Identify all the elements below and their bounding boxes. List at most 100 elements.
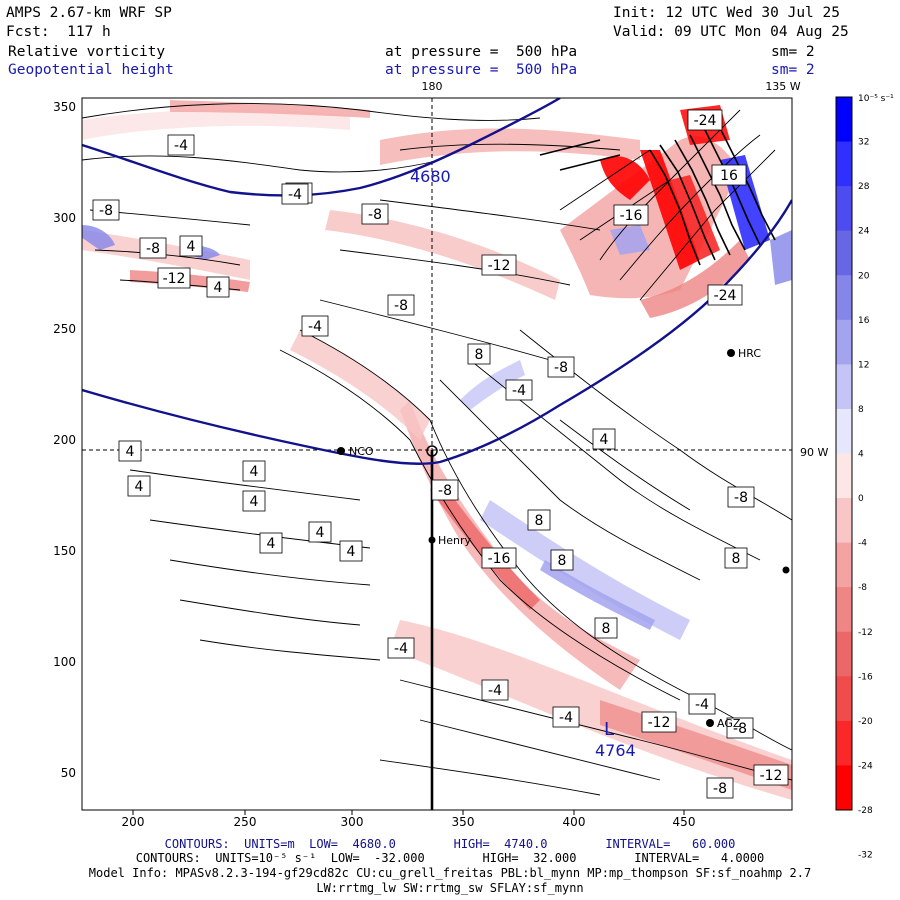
- pos-vorticity-band-core: [540, 560, 655, 630]
- field1-level: at pressure = 500 hPa: [385, 44, 578, 60]
- vort-label: -24: [707, 284, 743, 306]
- svg-text:4: 4: [347, 544, 356, 560]
- vort-label: 4: [259, 532, 283, 554]
- colorbar: [835, 96, 853, 811]
- svg-text:-8: -8: [713, 781, 727, 797]
- colorbar-swatch: [836, 631, 852, 677]
- svg-text:-8: -8: [368, 207, 382, 223]
- svg-text:8: 8: [602, 621, 611, 637]
- vort-label: 4: [308, 521, 332, 543]
- colorbar-tick-label: 0: [858, 494, 864, 504]
- colorbar-tick-label: 16: [858, 316, 870, 326]
- neg-vorticity-north-streaks: [380, 128, 640, 165]
- footer-physics-info: LW:rrtmg_lw SW:rrtmg_sw SFLAY:sf_mynn: [316, 881, 584, 895]
- vort-label: -4: [281, 183, 309, 205]
- y-tick-label: 200: [53, 433, 76, 447]
- footer-height-contours: CONTOURS: UNITS=m LOW= 4680.0 HIGH= 4740…: [164, 837, 736, 851]
- colorbar-swatch: [836, 97, 852, 143]
- vort-label: 4: [242, 490, 266, 512]
- height-label-4680: 4680: [410, 167, 451, 186]
- station-henry: Henry: [428, 534, 472, 547]
- svg-text:16: 16: [720, 168, 738, 184]
- y-tick-label: 50: [61, 766, 76, 780]
- y-tick-label: 300: [53, 211, 76, 225]
- frontal-contours: [539, 127, 776, 266]
- vort-label: 4: [592, 428, 616, 450]
- vort-label: -24: [687, 109, 723, 131]
- colorbar-tick-label: 32: [858, 138, 869, 148]
- svg-text:-12: -12: [488, 258, 511, 274]
- lon-label-180: 180: [422, 80, 443, 93]
- field1-smoothing: sm= 2: [771, 44, 815, 60]
- colorbar-swatch: [836, 765, 852, 811]
- colorbar-tick-label: 20: [858, 271, 870, 281]
- svg-text:8: 8: [558, 553, 567, 569]
- svg-text:4: 4: [250, 494, 259, 510]
- colorbar-tick-label: -4: [858, 539, 867, 549]
- y-axis: 350 300 250 200 150 100 50: [53, 100, 76, 780]
- field2-name: Geopotential height: [8, 62, 174, 78]
- svg-text:-4: -4: [512, 383, 526, 399]
- svg-text:-24: -24: [694, 113, 717, 129]
- svg-text:4: 4: [600, 432, 609, 448]
- svg-text:-4: -4: [308, 319, 322, 335]
- svg-text:NCO: NCO: [349, 445, 374, 458]
- colorbar-tick-label: -28: [858, 806, 873, 816]
- pos-vorticity-ne3: [610, 225, 650, 255]
- height-label-4764: 4764: [595, 741, 636, 760]
- colorbar-tick-label: 24: [858, 227, 870, 237]
- x-tick-label: 250: [234, 815, 257, 829]
- east-edge-marker: [782, 566, 790, 574]
- ne-frontal-zone-core2: [670, 175, 720, 260]
- footer-model-info: Model Info: MPASv8.2.3-194-gf29cd82c CU:…: [88, 866, 812, 880]
- svg-text:-4: -4: [559, 710, 573, 726]
- colorbar-swatch: [836, 498, 852, 544]
- colorbar-tick-label: 4: [858, 450, 864, 460]
- vort-label: 8: [550, 549, 574, 571]
- svg-text:HRC: HRC: [738, 347, 761, 360]
- ne-frontal-zone-core: [640, 150, 700, 270]
- y-tick-label: 100: [53, 655, 76, 669]
- vort-label: 16: [711, 164, 747, 186]
- pos-vorticity-ne2: [770, 230, 792, 285]
- ne-frontal-zone-south: [640, 240, 750, 318]
- y-tick-label: 250: [53, 322, 76, 336]
- vort-label: -8: [361, 203, 389, 225]
- vort-label: -8: [706, 777, 734, 799]
- svg-text:-12: -12: [648, 715, 671, 731]
- svg-text:4: 4: [187, 239, 196, 255]
- field2-smoothing: sm= 2: [771, 62, 815, 78]
- vort-label: -16: [613, 204, 649, 226]
- svg-text:-12: -12: [163, 271, 186, 287]
- vort-label: -8: [92, 199, 120, 221]
- svg-text:-16: -16: [620, 208, 643, 224]
- colorbar-swatch: [836, 720, 852, 766]
- svg-text:8: 8: [475, 347, 484, 363]
- colorbar-swatch: [836, 275, 852, 321]
- vort-label: -8: [139, 237, 167, 259]
- svg-text:-8: -8: [99, 203, 113, 219]
- colorbar-tick-label: 8: [858, 405, 864, 415]
- colorbar-swatch: [836, 587, 852, 633]
- neg-vorticity-north-west: [325, 210, 560, 300]
- colorbar-swatch: [836, 408, 852, 454]
- low-marker: L: [604, 719, 614, 740]
- svg-text:AGZ: AGZ: [717, 717, 741, 730]
- station-hrc: HRC: [727, 347, 761, 360]
- svg-text:-12: -12: [760, 768, 783, 784]
- colorbar-tick-label: -12: [858, 628, 873, 638]
- colorbar-swatch: [836, 542, 852, 588]
- colorbar-swatch: [836, 453, 852, 499]
- vort-label: 8: [527, 509, 551, 531]
- plot-frame: [81, 97, 793, 811]
- pole-marker: [426, 445, 438, 457]
- svg-text:-8: -8: [146, 241, 160, 257]
- field2-level: at pressure = 500 hPa: [385, 62, 578, 78]
- vort-label: -4: [301, 315, 329, 337]
- colorbar-swatch: [836, 230, 852, 276]
- svg-text:-24: -24: [714, 288, 737, 304]
- field1-name: Relative vorticity: [8, 44, 166, 60]
- neg-vorticity-top2: [170, 100, 370, 118]
- vort-label: -8: [726, 717, 754, 739]
